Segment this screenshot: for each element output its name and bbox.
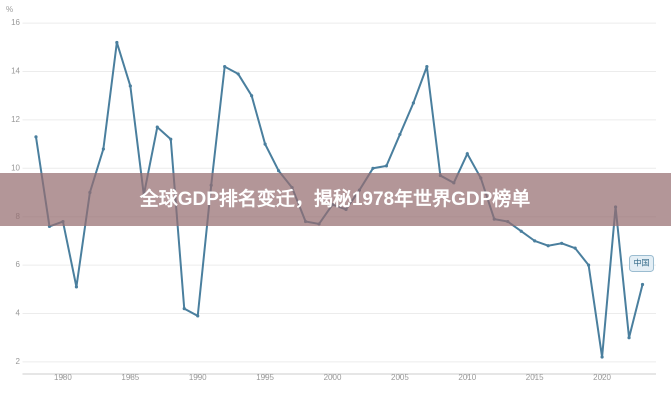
x-tick-label: 1990 xyxy=(189,373,207,382)
point xyxy=(34,135,38,139)
y-tick-label: 12 xyxy=(11,115,20,124)
title-banner xyxy=(0,173,671,226)
point xyxy=(465,152,469,156)
point xyxy=(371,166,375,170)
point xyxy=(196,314,200,318)
legend-tag-box xyxy=(629,254,655,272)
y-tick-label: 16 xyxy=(11,18,20,27)
point xyxy=(587,263,591,267)
y-tick-label: 2 xyxy=(16,357,21,366)
y-axis-unit: % xyxy=(6,5,13,14)
x-tick-label: 1980 xyxy=(54,373,72,382)
point xyxy=(169,137,173,141)
point xyxy=(384,164,389,168)
point xyxy=(425,65,429,69)
point xyxy=(411,101,415,105)
point xyxy=(600,355,604,359)
legend-entry: 中国 xyxy=(634,258,650,268)
x-tick-label: 2005 xyxy=(391,373,409,382)
point xyxy=(223,65,227,69)
x-tick-label: 2015 xyxy=(526,373,544,382)
point xyxy=(627,336,631,340)
point xyxy=(276,169,281,173)
point xyxy=(236,72,240,76)
point xyxy=(640,282,645,287)
x-tick-label: 1995 xyxy=(256,373,274,382)
point xyxy=(263,142,267,146)
point xyxy=(573,246,577,250)
x-tick-label: 2010 xyxy=(458,373,476,382)
point xyxy=(182,307,186,311)
x-tick-label: 2020 xyxy=(593,373,611,382)
point xyxy=(101,147,105,151)
point xyxy=(74,285,79,289)
y-tick-label: 14 xyxy=(11,67,20,76)
point xyxy=(519,229,523,233)
point xyxy=(128,84,132,88)
x-tick-label: 2000 xyxy=(324,373,342,382)
point xyxy=(546,244,550,248)
y-tick-label: 6 xyxy=(16,260,21,269)
point xyxy=(533,239,537,243)
y-tick-label: 10 xyxy=(11,163,20,172)
y-tick-label: 4 xyxy=(16,309,21,318)
point xyxy=(155,125,159,129)
point xyxy=(115,40,119,45)
point xyxy=(398,132,402,137)
title: 全球GDP排名变迁，揭秘1978年世界GDP榜单 xyxy=(139,187,531,210)
x-tick-label: 1985 xyxy=(121,373,139,382)
point xyxy=(250,94,254,98)
point xyxy=(560,241,564,245)
